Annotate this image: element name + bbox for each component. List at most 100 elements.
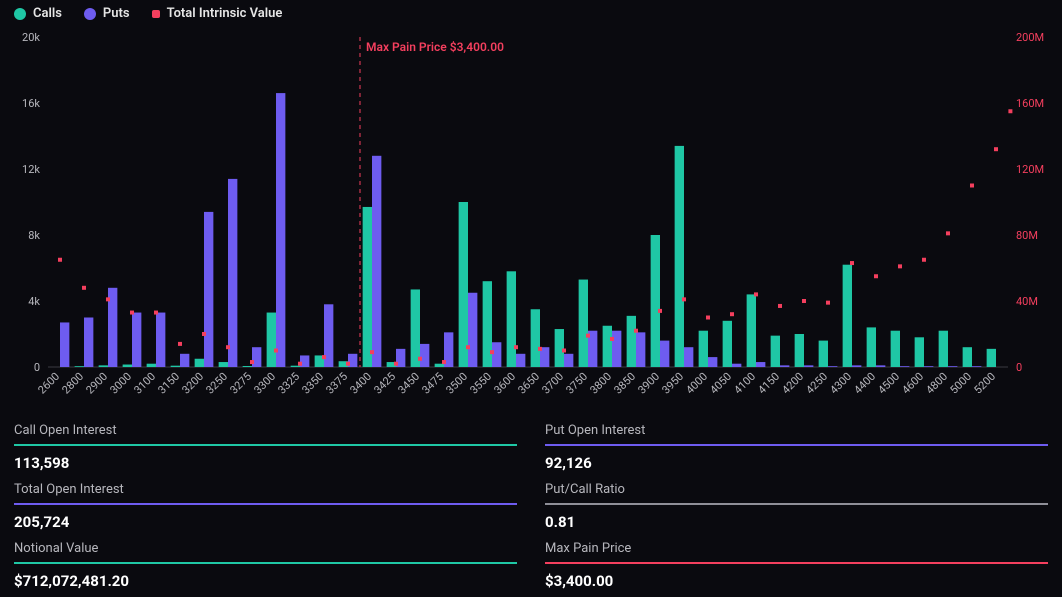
bar-calls[interactable] — [555, 329, 564, 367]
bar-calls[interactable] — [435, 364, 444, 367]
bar-calls[interactable] — [507, 271, 516, 367]
bar-puts[interactable] — [804, 365, 813, 367]
bar-puts[interactable] — [612, 331, 621, 367]
bar-puts[interactable] — [372, 156, 381, 367]
bar-puts[interactable] — [732, 364, 741, 367]
bar-puts[interactable] — [636, 332, 645, 367]
bar-puts[interactable] — [660, 341, 669, 367]
bar-calls[interactable] — [531, 309, 540, 367]
marker-intrinsic[interactable] — [658, 309, 662, 313]
bar-calls[interactable] — [267, 313, 276, 367]
bar-puts[interactable] — [492, 342, 501, 367]
legend-item-puts[interactable]: Puts — [84, 6, 130, 21]
bar-calls[interactable] — [579, 280, 588, 367]
marker-intrinsic[interactable] — [346, 362, 350, 366]
bar-calls[interactable] — [939, 331, 948, 367]
marker-intrinsic[interactable] — [634, 329, 638, 333]
bar-puts[interactable] — [84, 318, 93, 368]
bar-calls[interactable] — [171, 366, 180, 367]
marker-intrinsic[interactable] — [298, 362, 302, 366]
bar-puts[interactable] — [468, 293, 477, 367]
marker-intrinsic[interactable] — [778, 304, 782, 308]
marker-intrinsic[interactable] — [682, 297, 686, 301]
marker-intrinsic[interactable] — [562, 349, 566, 353]
bar-puts[interactable] — [276, 93, 285, 367]
marker-intrinsic[interactable] — [418, 357, 422, 361]
marker-intrinsic[interactable] — [250, 360, 254, 364]
marker-intrinsic[interactable] — [154, 311, 158, 315]
marker-intrinsic[interactable] — [274, 349, 278, 353]
marker-intrinsic[interactable] — [946, 231, 950, 235]
bar-calls[interactable] — [243, 366, 252, 367]
bar-calls[interactable] — [603, 326, 612, 367]
marker-intrinsic[interactable] — [322, 355, 326, 359]
marker-intrinsic[interactable] — [130, 311, 134, 315]
marker-intrinsic[interactable] — [226, 345, 230, 349]
marker-intrinsic[interactable] — [826, 301, 830, 305]
bar-puts[interactable] — [180, 354, 189, 367]
marker-intrinsic[interactable] — [802, 299, 806, 303]
marker-intrinsic[interactable] — [490, 350, 494, 354]
bar-puts[interactable] — [924, 366, 933, 367]
bar-calls[interactable] — [459, 202, 468, 367]
bar-puts[interactable] — [420, 344, 429, 367]
bar-calls[interactable] — [867, 327, 876, 367]
bar-puts[interactable] — [876, 365, 885, 367]
bar-calls[interactable] — [363, 207, 372, 367]
bar-puts[interactable] — [972, 366, 981, 367]
marker-intrinsic[interactable] — [370, 350, 374, 354]
bar-puts[interactable] — [780, 365, 789, 367]
bar-puts[interactable] — [684, 347, 693, 367]
bar-calls[interactable] — [651, 235, 660, 367]
marker-intrinsic[interactable] — [514, 345, 518, 349]
bar-calls[interactable] — [987, 349, 996, 367]
bar-puts[interactable] — [852, 365, 861, 367]
bar-puts[interactable] — [564, 354, 573, 367]
marker-intrinsic[interactable] — [442, 360, 446, 364]
bar-puts[interactable] — [228, 179, 237, 367]
bar-calls[interactable] — [75, 366, 84, 367]
marker-intrinsic[interactable] — [178, 342, 182, 346]
bar-puts[interactable] — [708, 357, 717, 367]
marker-intrinsic[interactable] — [586, 334, 590, 338]
marker-intrinsic[interactable] — [106, 297, 110, 301]
marker-intrinsic[interactable] — [706, 316, 710, 320]
marker-intrinsic[interactable] — [82, 286, 86, 290]
bar-calls[interactable] — [627, 316, 636, 367]
legend-item-intrinsic[interactable]: Total Intrinsic Value — [152, 6, 283, 21]
marker-intrinsic[interactable] — [898, 264, 902, 268]
bar-calls[interactable] — [699, 331, 708, 367]
marker-intrinsic[interactable] — [58, 258, 62, 262]
marker-intrinsic[interactable] — [754, 292, 758, 296]
bar-calls[interactable] — [891, 331, 900, 367]
marker-intrinsic[interactable] — [610, 337, 614, 341]
marker-intrinsic[interactable] — [538, 347, 542, 351]
bar-calls[interactable] — [219, 362, 228, 367]
bar-calls[interactable] — [723, 321, 732, 367]
bar-calls[interactable] — [963, 347, 972, 367]
bar-puts[interactable] — [132, 313, 141, 367]
bar-calls[interactable] — [195, 359, 204, 367]
marker-intrinsic[interactable] — [850, 261, 854, 265]
legend-item-calls[interactable]: Calls — [14, 6, 62, 21]
marker-intrinsic[interactable] — [202, 332, 206, 336]
bar-puts[interactable] — [948, 366, 957, 367]
bar-puts[interactable] — [204, 212, 213, 367]
marker-intrinsic[interactable] — [994, 147, 998, 151]
bar-calls[interactable] — [819, 341, 828, 367]
bar-calls[interactable] — [99, 365, 108, 367]
bar-calls[interactable] — [843, 265, 852, 367]
marker-intrinsic[interactable] — [466, 345, 470, 349]
bar-puts[interactable] — [756, 362, 765, 367]
marker-intrinsic[interactable] — [970, 184, 974, 188]
marker-intrinsic[interactable] — [1008, 109, 1012, 113]
bar-calls[interactable] — [747, 294, 756, 367]
bar-calls[interactable] — [411, 289, 420, 367]
bar-calls[interactable] — [795, 334, 804, 367]
bar-puts[interactable] — [156, 313, 165, 367]
bar-calls[interactable] — [771, 336, 780, 367]
marker-intrinsic[interactable] — [922, 258, 926, 262]
bar-calls[interactable] — [675, 146, 684, 367]
marker-intrinsic[interactable] — [730, 312, 734, 316]
bar-calls[interactable] — [915, 337, 924, 367]
